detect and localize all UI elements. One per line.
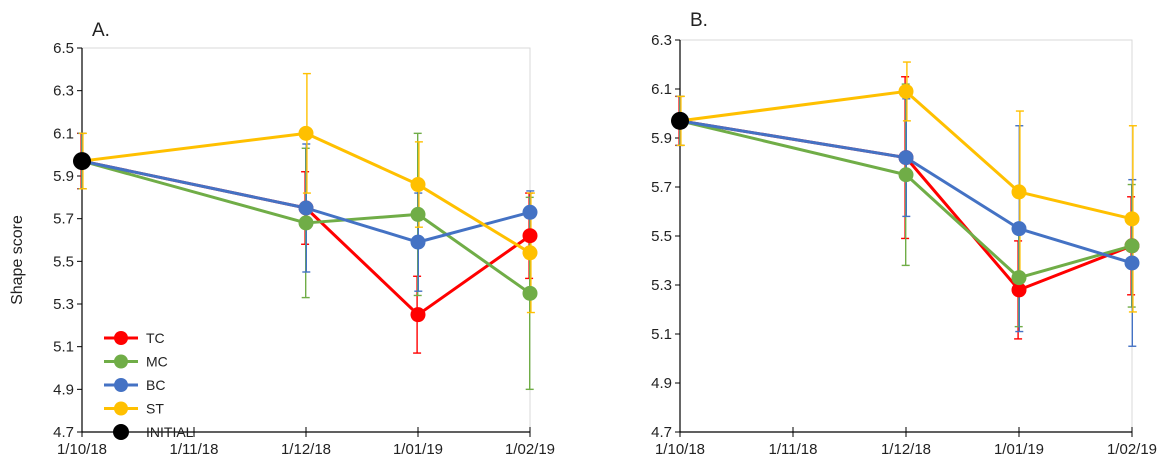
data-point — [410, 234, 426, 250]
series-line — [679, 119, 1133, 280]
x-tick-label: 1/12/18 — [881, 441, 931, 458]
data-point — [522, 245, 538, 261]
legend-label: ST — [146, 401, 164, 417]
data-point — [522, 228, 538, 244]
series-line — [81, 159, 531, 295]
data-point — [1011, 221, 1027, 237]
panel-b-label: B. — [690, 10, 708, 31]
y-tick-label: 5.1 — [53, 339, 74, 356]
legend-label: TC — [146, 330, 165, 346]
series-line — [679, 119, 1133, 265]
data-point — [522, 285, 538, 301]
legend-label: MC — [146, 354, 168, 370]
y-tick-label: 5.1 — [651, 326, 672, 343]
data-point — [1011, 282, 1027, 298]
x-tick-label: 1/01/19 — [393, 441, 443, 458]
data-point — [898, 167, 914, 183]
chart-panel-b: B. 4.7 4.9 5.1 5.3 5.5 5.7 5.9 6.1 6.3 1/10/18 1/1… — [651, 10, 1157, 458]
data-point — [898, 150, 914, 166]
data-point — [671, 111, 689, 130]
panel-a-label: A. — [92, 20, 110, 41]
y-tick-label: 5.9 — [53, 168, 74, 185]
y-tick-label: 5.7 — [53, 211, 74, 228]
panel-a-y-axis-label: Shape score — [9, 215, 26, 305]
y-tick-label: 4.9 — [651, 375, 672, 392]
y-tick-label: 6.1 — [651, 81, 672, 98]
y-tick-label: 6.1 — [53, 125, 74, 142]
series-line — [679, 89, 1133, 221]
legend-marker — [114, 378, 128, 392]
legend-marker — [113, 424, 129, 440]
data-point — [298, 215, 314, 231]
data-point — [898, 83, 914, 99]
legend-marker — [114, 331, 128, 345]
y-tick-label: 6.3 — [651, 32, 672, 49]
y-tick-label: 5.5 — [651, 228, 672, 245]
series-line — [81, 131, 531, 255]
data-point — [410, 307, 426, 323]
data-point — [410, 206, 426, 222]
y-tick-label: 5.9 — [651, 130, 672, 147]
panel-a-legend: TC MC BC ST INITIAL — [104, 330, 194, 440]
data-point — [298, 200, 314, 216]
data-point — [1124, 211, 1140, 227]
series-line — [81, 159, 531, 244]
data-point — [1124, 255, 1140, 271]
data-point — [1011, 270, 1027, 286]
x-tick-label: 1/02/19 — [505, 441, 555, 458]
data-point — [522, 204, 538, 220]
x-tick-label: 1/01/19 — [994, 441, 1044, 458]
y-tick-label: 5.3 — [53, 296, 74, 313]
x-tick-label: 1/10/18 — [655, 441, 705, 458]
y-tick-label: 5.3 — [651, 277, 672, 294]
x-tick-label: 1/11/18 — [170, 441, 219, 458]
y-tick-label: 4.7 — [651, 424, 672, 441]
chart-panel-a: A. Shape score 4.7 4.9 5.1 5.3 5.5 5.7 5.9 6.1 6… — [9, 20, 555, 458]
panel-b-plot-area: 4.7 4.9 5.1 5.3 5.5 5.7 5.9 6.1 6.3 1/10/18 1/11/1… — [651, 32, 1157, 458]
y-tick-label: 4.7 — [53, 424, 74, 441]
panel-a-plot-area: 4.7 4.9 5.1 5.3 5.5 5.7 5.9 6.1 6.3 6.5 1/10/18 1/1… — [53, 40, 555, 458]
legend-label: BC — [146, 377, 165, 393]
data-point — [1124, 238, 1140, 254]
x-tick-label: 1/02/19 — [1107, 441, 1157, 458]
y-tick-label: 6.3 — [53, 83, 74, 100]
y-tick-label: 6.5 — [53, 40, 74, 57]
x-tick-label: 1/10/18 — [57, 441, 107, 458]
data-point — [73, 152, 91, 171]
legend-label: INITIAL — [146, 424, 194, 440]
x-tick-label: 1/11/18 — [769, 441, 818, 458]
legend-marker — [114, 401, 128, 416]
y-tick-label: 5.5 — [53, 253, 74, 270]
y-tick-label: 4.9 — [53, 381, 74, 398]
data-point — [410, 177, 426, 193]
x-tick-label: 1/12/18 — [281, 441, 331, 458]
y-tick-label: 5.7 — [651, 179, 672, 196]
data-point — [1011, 184, 1027, 200]
data-point — [298, 125, 314, 141]
legend-marker — [114, 354, 128, 369]
